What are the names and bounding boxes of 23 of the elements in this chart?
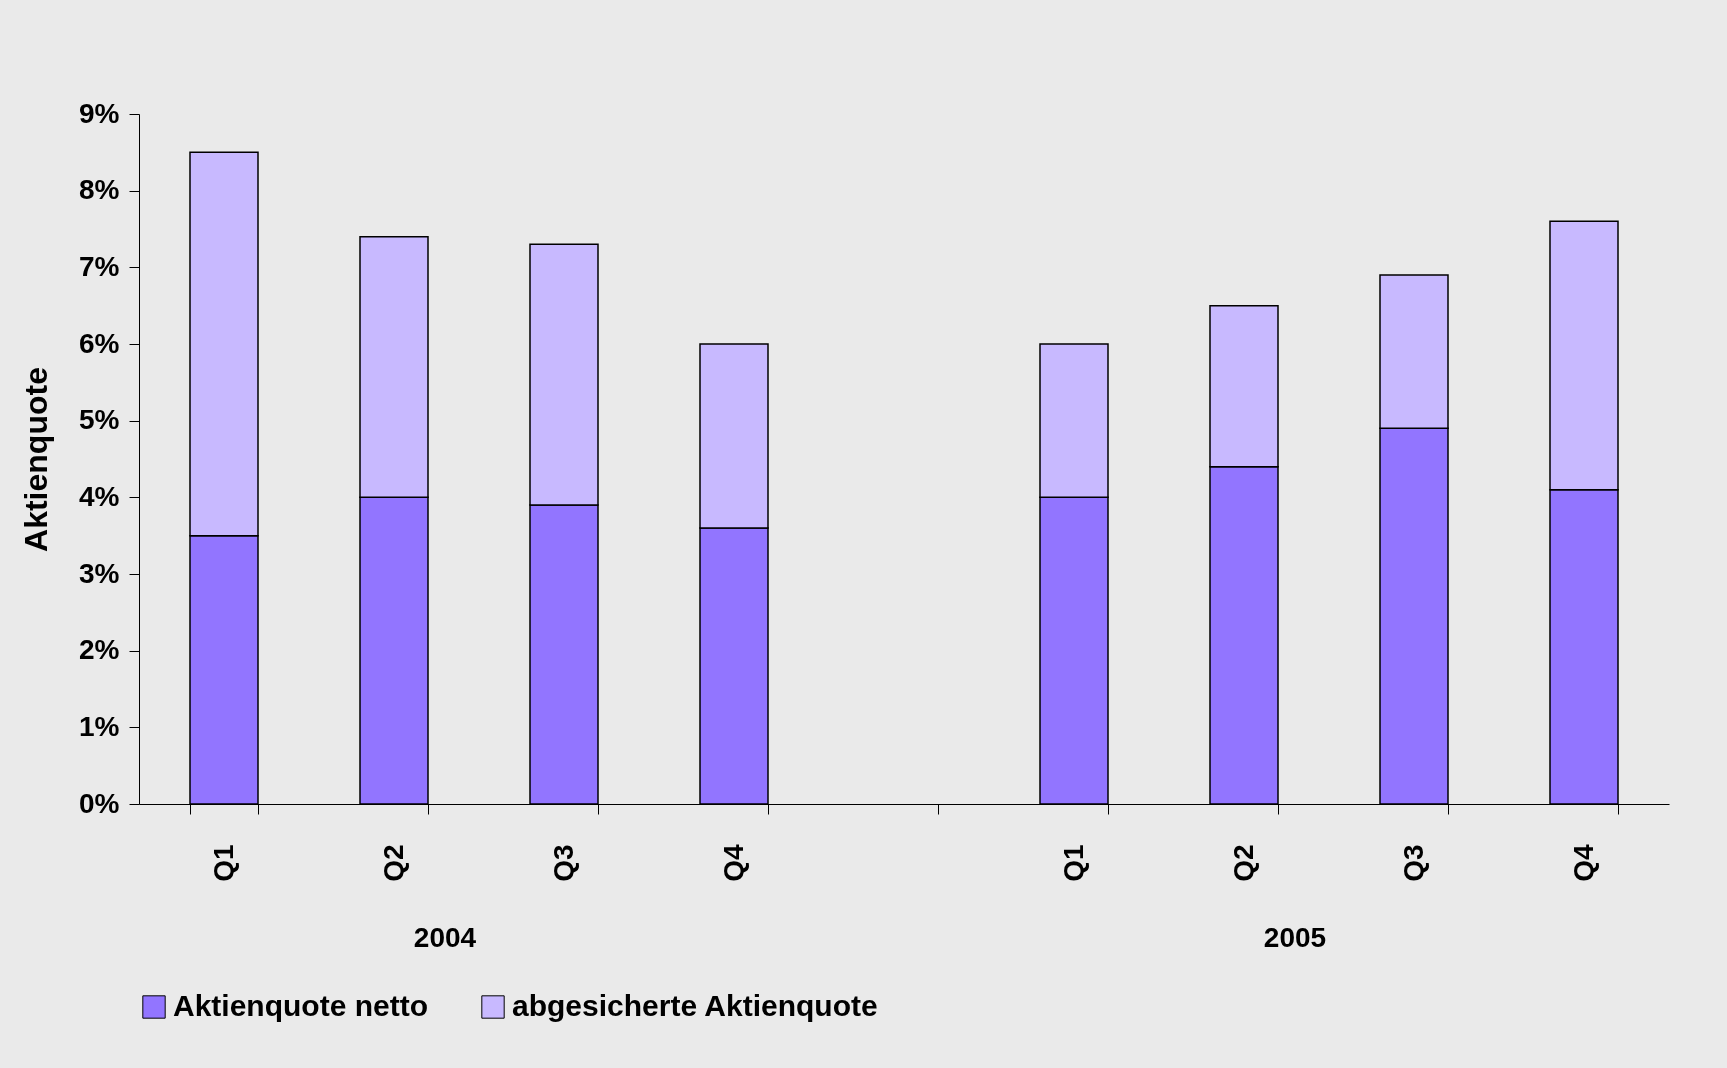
y-tick-label: 2%	[79, 634, 120, 666]
y-tick-label: 8%	[79, 174, 120, 206]
y-tick-label: 1%	[79, 710, 120, 742]
x-tick-label: Q3	[1397, 844, 1429, 882]
x-tick-label: Q1	[1057, 844, 1089, 882]
y-tick-label: 9%	[79, 97, 120, 129]
x-tick-label: Q4	[717, 844, 749, 882]
x-tick-label: Q2	[377, 844, 409, 882]
x-tick-label: Q2	[1227, 844, 1259, 882]
y-tick-label: 5%	[79, 404, 120, 436]
x-tick-label: Q1	[207, 844, 239, 882]
y-tick-label: 4%	[79, 480, 120, 512]
x-tick-label: Q4	[1567, 844, 1599, 882]
y-tick-label: 3%	[79, 557, 120, 589]
legend-label: Aktienquote netto	[173, 989, 428, 1022]
legend-label: abgesicherte Aktienquote	[512, 989, 878, 1022]
y-tick-label: 7%	[79, 250, 120, 282]
x-tick-label: Q3	[547, 844, 579, 882]
y-axis-title: Aktienquote	[18, 367, 55, 552]
text: 2005	[1263, 922, 1327, 953]
y-tick-label: 0%	[79, 787, 120, 819]
y-tick-label: 6%	[79, 327, 120, 359]
text: 2004	[413, 922, 477, 953]
